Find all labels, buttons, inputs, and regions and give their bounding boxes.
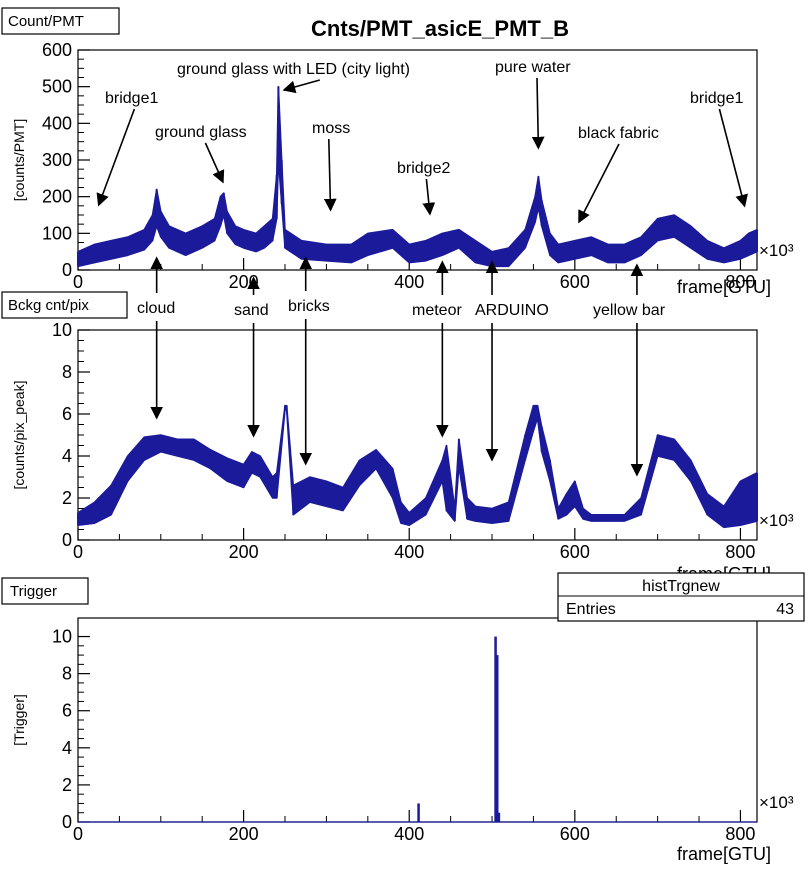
x-tick-label: 0 — [73, 542, 83, 562]
annotation-arrow — [578, 143, 620, 224]
y-tick-label: 0 — [62, 260, 72, 280]
x-tick-label: 600 — [560, 824, 590, 844]
annotation-label: bricks — [288, 298, 330, 315]
x-axis-label: frame[GTU] — [677, 844, 771, 864]
y-tick-label: 6 — [62, 701, 72, 721]
annotation-label: moss — [312, 120, 350, 137]
x-axis-label: frame[GTU] — [677, 277, 771, 297]
y-tick-label: 10 — [52, 320, 72, 340]
y-axis-label: [Trigger] — [11, 694, 27, 746]
annotation-label: bridge1 — [105, 90, 158, 107]
annotation-label: bridge2 — [397, 160, 450, 177]
x-axis-exponent: ×10³ — [759, 241, 794, 260]
annotation-arrow — [718, 108, 748, 208]
plot-frame — [77, 617, 758, 823]
x-tick-label: 0 — [73, 272, 83, 292]
annotations: bridge1 ground glass ground glass with LED… — [96, 59, 748, 477]
annotation-label: ARDUINO — [475, 302, 549, 319]
y-axis-label: [counts/pix_peak] — [11, 381, 27, 490]
y-tick-label: 0 — [62, 812, 72, 832]
y-axis-label: [counts/PMT] — [11, 119, 27, 201]
y-tick-label: 8 — [62, 362, 72, 382]
annotation-arrow — [96, 108, 136, 207]
annotation-label: sand — [234, 302, 269, 319]
x-tick-label: 800 — [725, 542, 755, 562]
x-tick-label: 600 — [560, 542, 590, 562]
series-band — [77, 404, 758, 529]
panel2-tag: Bckg cnt/pix — [8, 297, 89, 314]
annotation-label: bridge1 — [690, 90, 743, 107]
annotation-label: meteor — [412, 302, 462, 319]
x-tick-label: 200 — [229, 542, 259, 562]
annotation-arrow — [323, 138, 337, 212]
panel3-tag: Trigger — [10, 583, 57, 600]
y-tick-label: 4 — [62, 738, 72, 758]
x-axis-exponent: ×10³ — [759, 511, 794, 530]
stats-entries-label: Entries — [566, 601, 616, 618]
y-tick-label: 6 — [62, 404, 72, 424]
y-tick-label: 300 — [42, 150, 72, 170]
annotation-label: yellow bar — [593, 302, 666, 319]
panel-trigger: 0 2 4 6 8 10 0 200 400 600 800×10³ frame[GTU] [Trigg… — [11, 617, 794, 864]
panel2-tag-box — [1, 291, 128, 319]
x-tick-label: 400 — [394, 542, 424, 562]
x-tick-label: 600 — [560, 272, 590, 292]
panel1-tag-box — [1, 7, 120, 35]
y-tick-label: 500 — [42, 77, 72, 97]
chart-title: Cnts/PMT_asicE_PMT_B — [311, 16, 569, 41]
stats-box: histTrgnew Entries 43 — [557, 572, 805, 622]
trigger-bar — [495, 655, 499, 822]
x-tick-label: 0 — [73, 824, 83, 844]
y-tick-label: 200 — [42, 187, 72, 207]
y-tick-label: 100 — [42, 223, 72, 243]
stats-entries-value: 43 — [776, 601, 794, 618]
y-tick-label: 600 — [42, 40, 72, 60]
panel1-tag: Count/PMT — [8, 13, 84, 30]
x-tick-label: 800 — [725, 824, 755, 844]
annotation-label: pure water — [495, 59, 571, 76]
x-tick-label: 400 — [394, 272, 424, 292]
y-tick-label: 8 — [62, 664, 72, 684]
trigger-bar — [494, 636, 497, 822]
annotation-label: ground glass — [155, 124, 247, 141]
y-tick-label: 4 — [62, 446, 72, 466]
annotation-arrow — [282, 79, 321, 94]
annotation-arrow — [204, 142, 225, 184]
trigger-bar — [497, 812, 501, 822]
x-tick-label: 200 — [229, 824, 259, 844]
panel3-tag-box — [1, 577, 89, 605]
y-tick-label: 2 — [62, 488, 72, 508]
annotation-label: cloud — [137, 300, 175, 317]
stats-box-title: histTrgnew — [642, 578, 720, 595]
y-tick-label: 2 — [62, 775, 72, 795]
annotation-arrow — [531, 77, 545, 150]
annotation-arrow — [422, 178, 436, 216]
stats-box-frame — [557, 572, 805, 622]
x-tick-label: 400 — [394, 824, 424, 844]
y-tick-label: 10 — [52, 627, 72, 647]
y-tick-label: 0 — [62, 530, 72, 550]
x-tick-label: 800 — [725, 272, 755, 292]
x-axis-exponent: ×10³ — [759, 793, 794, 812]
annotation-label: ground glass with LED (city light) — [177, 61, 410, 78]
trigger-bar — [417, 803, 420, 822]
y-tick-label: 400 — [42, 113, 72, 133]
annotation-label: black fabric — [578, 125, 659, 142]
panel-bckg-cnt-pix: 02468100200400600800×10³frame[GTU][count… — [11, 320, 794, 584]
